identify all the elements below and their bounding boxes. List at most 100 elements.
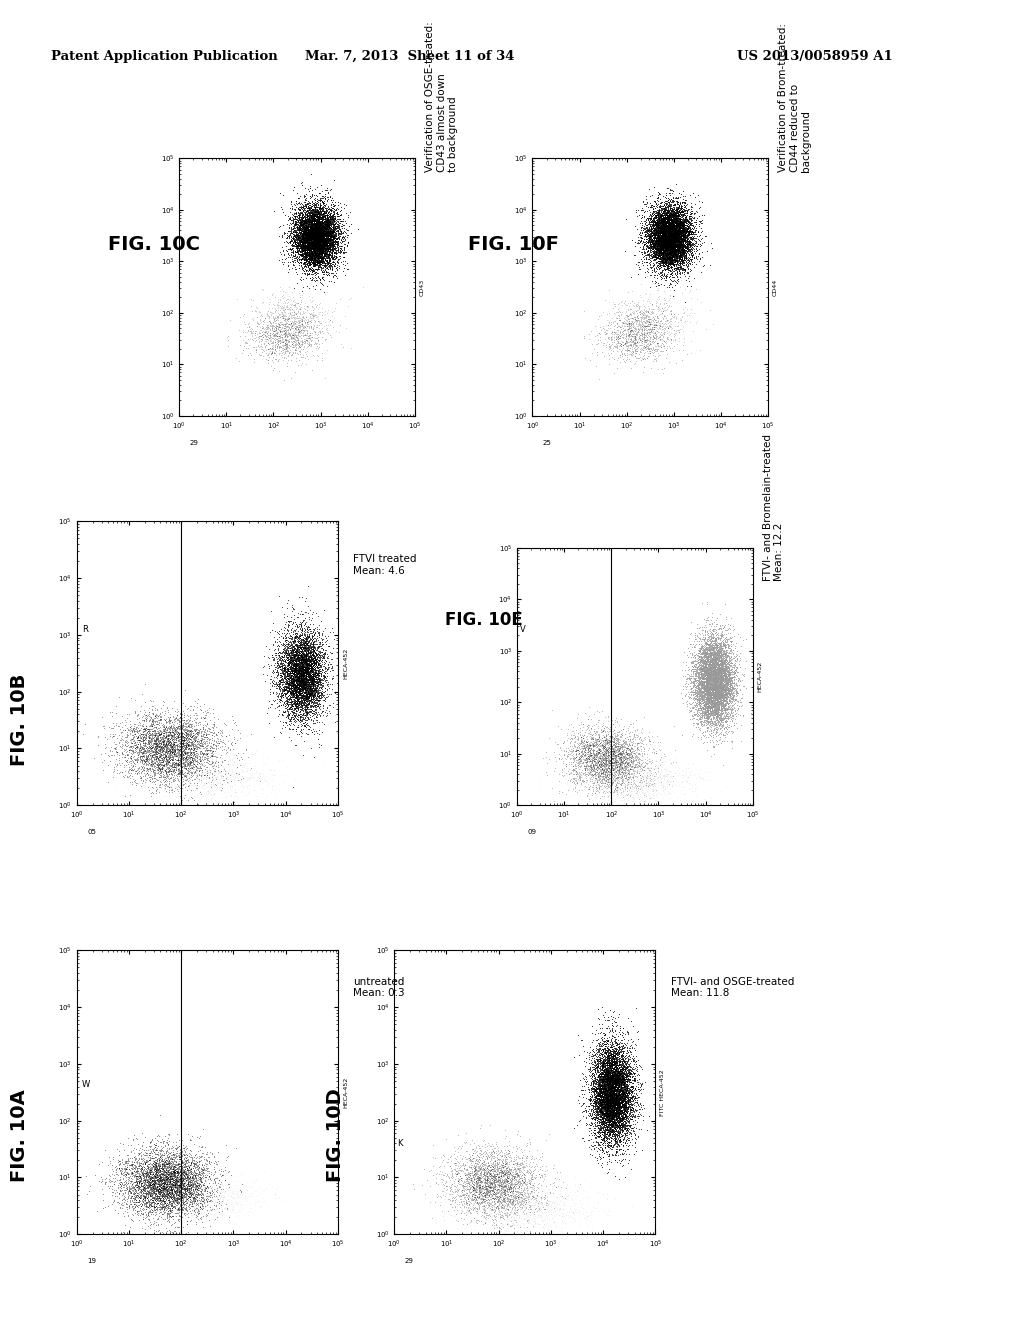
Point xyxy=(606,727,623,748)
Point xyxy=(123,747,139,768)
Point xyxy=(312,228,329,249)
Point xyxy=(680,234,696,255)
Point xyxy=(152,1170,168,1191)
Point xyxy=(129,1172,145,1193)
Point xyxy=(173,1204,189,1225)
Point xyxy=(308,722,325,743)
Point xyxy=(126,1183,142,1204)
Point xyxy=(508,1162,524,1183)
Point xyxy=(653,222,670,243)
Point xyxy=(156,725,172,746)
Point xyxy=(565,767,582,788)
Point xyxy=(708,673,724,694)
Point xyxy=(711,660,727,681)
Point xyxy=(639,218,655,239)
Point xyxy=(259,329,275,350)
Point xyxy=(205,718,221,739)
Point xyxy=(309,236,326,257)
Point xyxy=(656,777,673,799)
Point xyxy=(591,1085,607,1106)
Point xyxy=(278,290,294,312)
Point xyxy=(313,242,330,263)
Point xyxy=(682,259,698,280)
Point xyxy=(673,214,689,235)
Point xyxy=(312,688,329,709)
Point xyxy=(308,647,325,668)
Point xyxy=(600,1094,616,1115)
Point xyxy=(596,717,612,738)
Point xyxy=(160,764,176,785)
Point xyxy=(255,310,271,331)
Point xyxy=(608,1078,625,1100)
Point xyxy=(317,206,334,227)
Point xyxy=(303,264,319,285)
Point xyxy=(305,210,322,231)
Point xyxy=(713,627,729,648)
Point xyxy=(312,631,329,652)
Point xyxy=(596,1117,612,1138)
Point xyxy=(707,659,723,680)
Point xyxy=(290,708,306,729)
Point xyxy=(603,1100,620,1121)
Point xyxy=(653,222,670,243)
Point xyxy=(547,1216,563,1237)
Point xyxy=(648,314,665,335)
Point xyxy=(310,222,327,243)
Point xyxy=(309,236,326,257)
Point xyxy=(600,733,616,754)
Point xyxy=(300,639,316,660)
Point xyxy=(166,1156,182,1177)
Point xyxy=(172,1172,188,1193)
Point xyxy=(651,216,668,238)
Point xyxy=(488,1166,505,1187)
Point xyxy=(169,750,185,771)
Point xyxy=(309,663,326,684)
Point xyxy=(594,781,610,803)
Point xyxy=(590,770,606,791)
Point xyxy=(312,234,329,255)
Point xyxy=(702,717,719,738)
Point xyxy=(278,296,294,317)
Point xyxy=(120,1192,136,1213)
Point xyxy=(659,226,676,247)
Point xyxy=(265,312,282,333)
Point xyxy=(144,1173,161,1195)
Point xyxy=(602,1034,618,1055)
Point xyxy=(162,742,178,763)
Point xyxy=(668,218,684,239)
Point xyxy=(310,310,327,331)
Point xyxy=(306,652,323,673)
Point xyxy=(131,1191,147,1212)
Point xyxy=(609,1105,626,1126)
Point xyxy=(711,698,727,719)
Point xyxy=(123,715,139,737)
Point xyxy=(473,1160,489,1181)
Point xyxy=(609,1098,626,1119)
Point xyxy=(152,1183,168,1204)
Point xyxy=(294,227,310,248)
Point xyxy=(151,731,167,752)
Point xyxy=(647,273,664,294)
Point xyxy=(270,645,287,667)
Point xyxy=(687,664,703,685)
Point xyxy=(715,675,731,696)
Point xyxy=(662,230,678,251)
Point xyxy=(637,754,653,775)
Point xyxy=(312,220,329,242)
Point xyxy=(590,333,606,354)
Point xyxy=(186,1185,203,1206)
Point xyxy=(202,1154,218,1175)
Point xyxy=(300,210,316,231)
Point xyxy=(488,1164,505,1185)
Point xyxy=(624,1076,640,1097)
Point xyxy=(139,734,156,755)
Point xyxy=(711,661,727,682)
Point xyxy=(285,630,301,651)
Point xyxy=(671,201,687,222)
Point xyxy=(673,222,689,243)
Point xyxy=(674,228,690,249)
Point xyxy=(307,251,324,272)
Point xyxy=(663,228,679,249)
Point xyxy=(507,1187,523,1208)
Point xyxy=(173,727,189,748)
